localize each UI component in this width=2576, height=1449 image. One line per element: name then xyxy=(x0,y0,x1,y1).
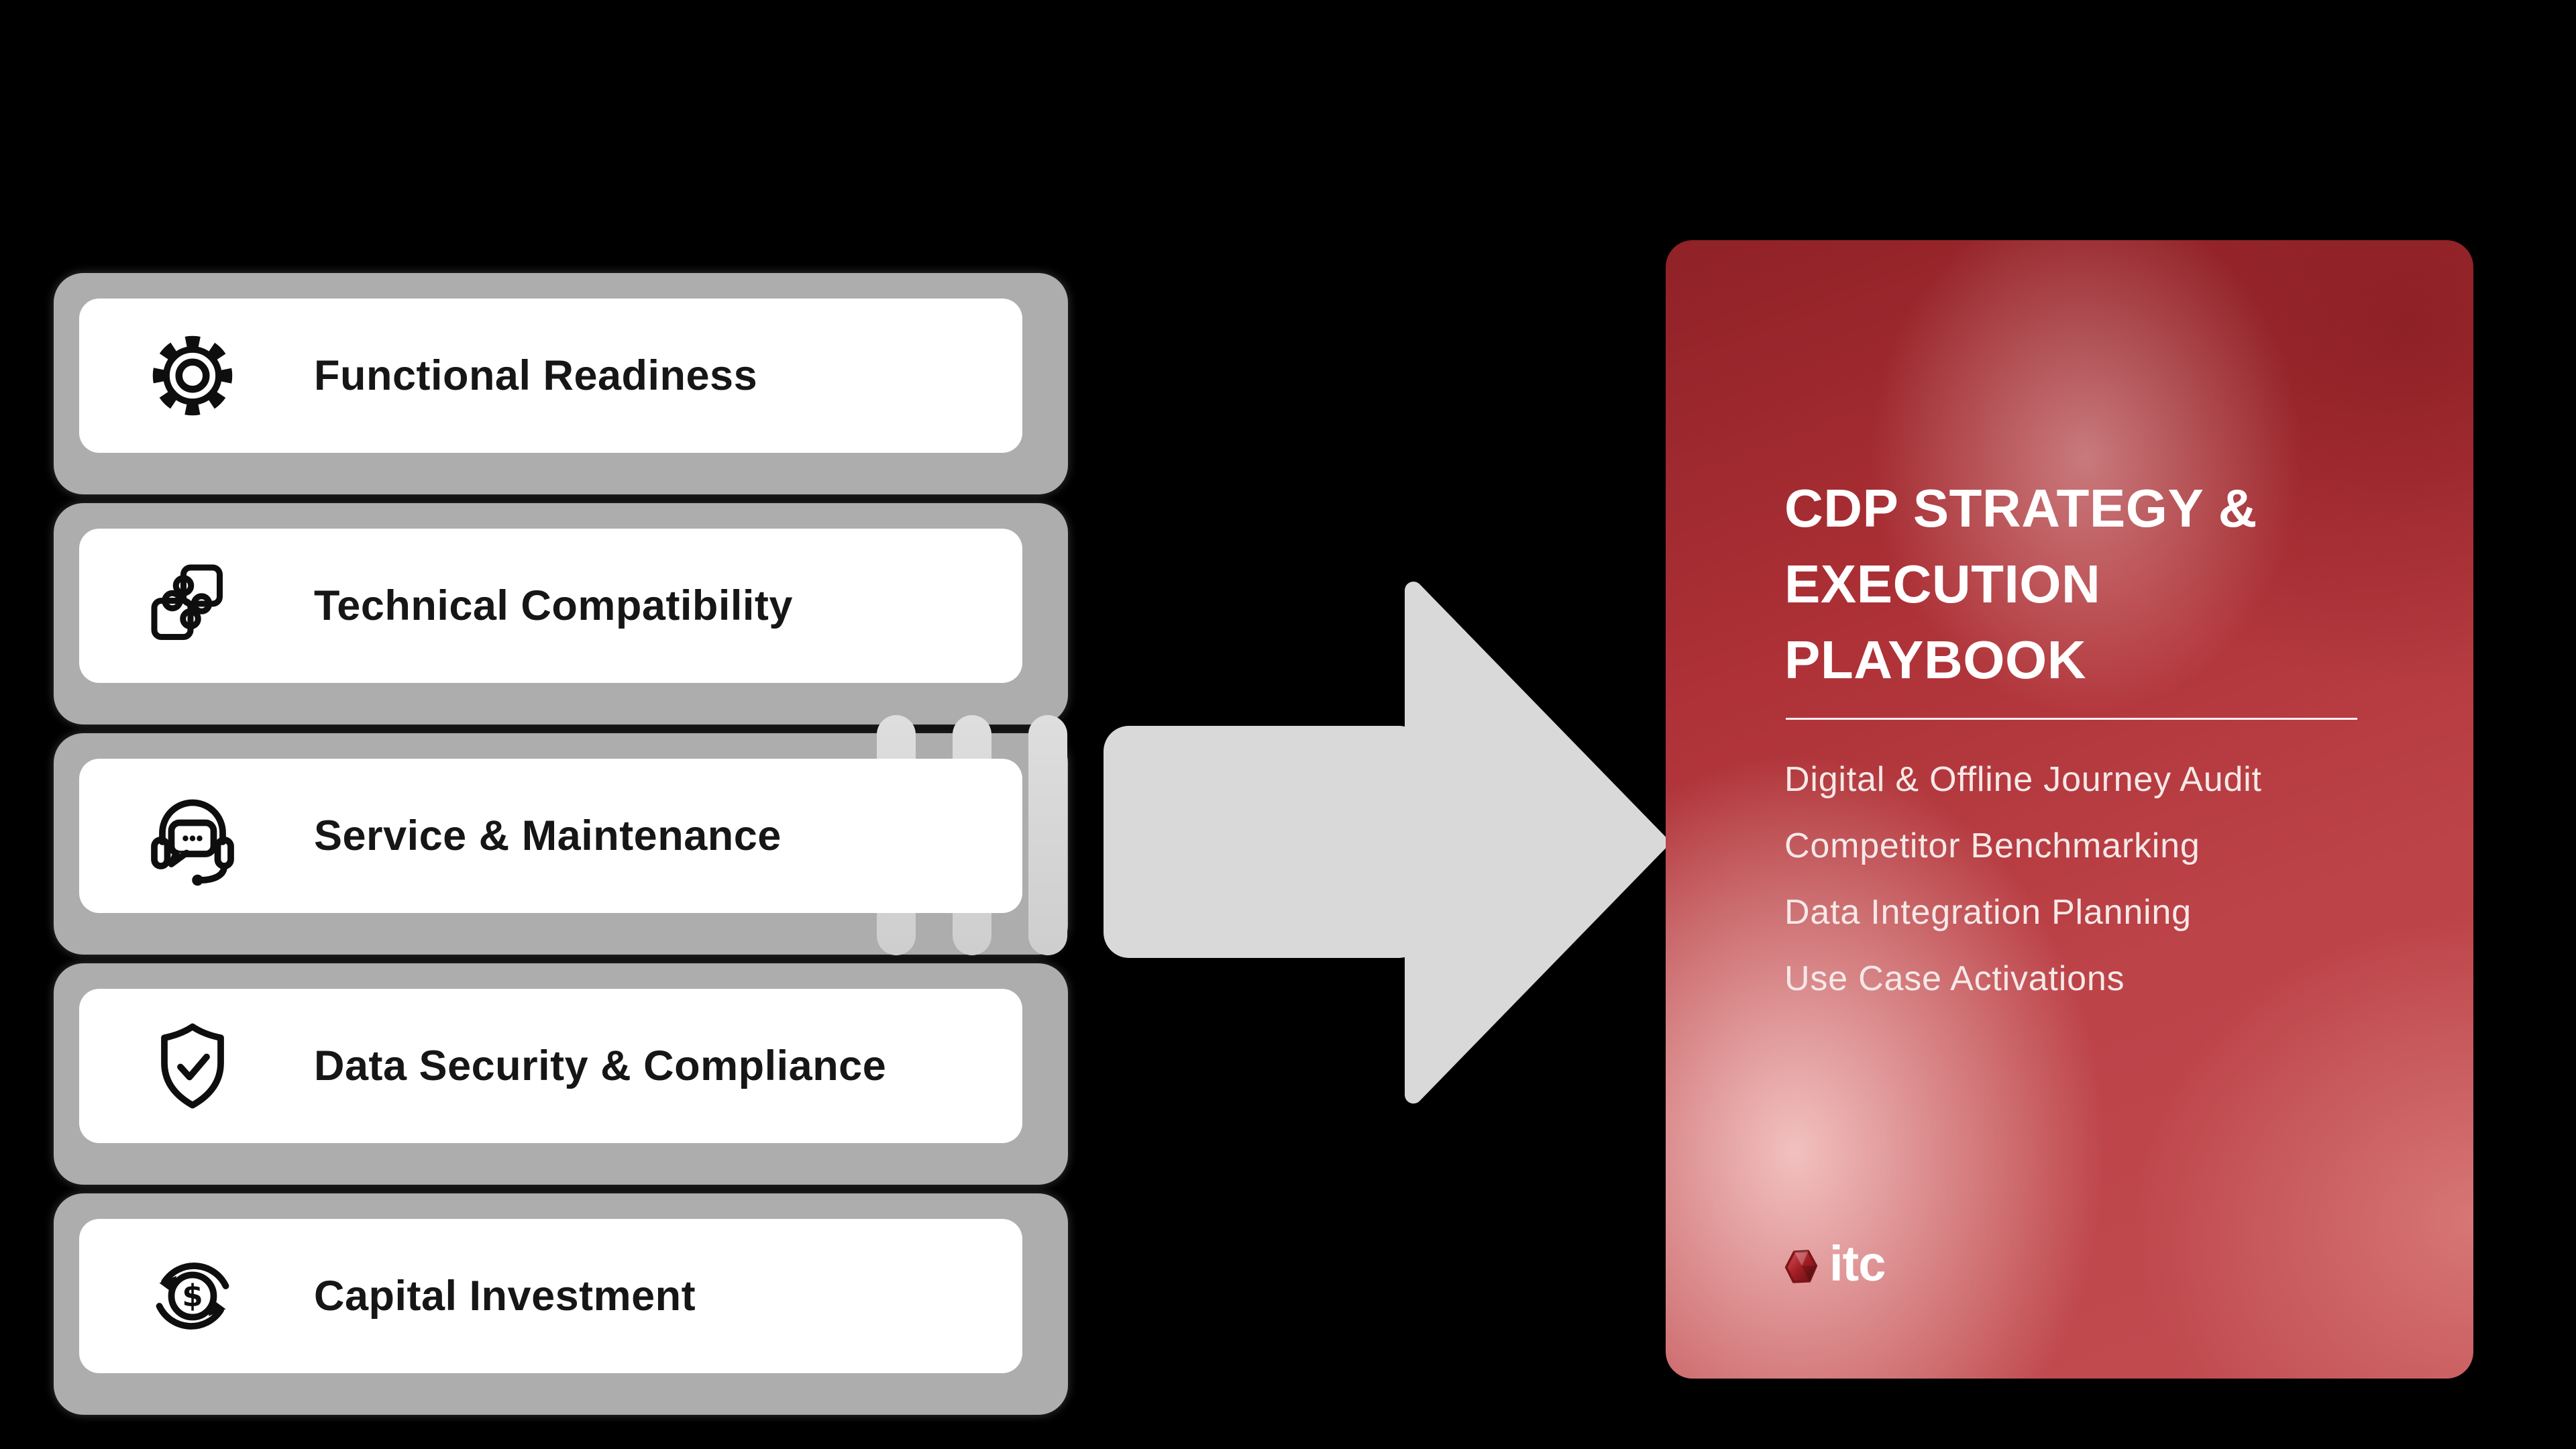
assessment-card: Functional Readiness xyxy=(79,299,1022,453)
title-divider xyxy=(1786,718,2357,720)
puzzle-icon xyxy=(142,555,243,656)
assessment-label: Service & Maintenance xyxy=(314,812,782,859)
assessment-card: Service & Maintenance xyxy=(79,759,1022,913)
playbook-item: Data Integration Planning xyxy=(1784,893,2192,932)
assessment-card: $ Capital Investment xyxy=(79,1219,1022,1373)
assessment-label: Capital Investment xyxy=(314,1273,696,1320)
assessment-row-data-security-compliance: Data Security & Compliance xyxy=(54,963,1068,1185)
assessment-row-service-maintenance: Service & Maintenance xyxy=(54,733,1068,955)
svg-text:$: $ xyxy=(182,1278,203,1313)
right-arrow-icon xyxy=(1104,582,1668,1104)
playbook-item: Competitor Benchmarking xyxy=(1784,826,2200,865)
dollar-cycle-icon: $ xyxy=(142,1246,243,1346)
brand-name: itc xyxy=(1829,1236,1886,1291)
assessment-card: Data Security & Compliance xyxy=(79,989,1022,1143)
itc-gem-icon xyxy=(1784,1250,1818,1283)
playbook-title-line: CDP STRATEGY & xyxy=(1784,478,2257,538)
headset-icon xyxy=(142,786,243,886)
motion-pill xyxy=(1028,715,1067,955)
assessment-row-technical-compatibility: Technical Compatibility xyxy=(54,503,1068,724)
playbook-title: CDP STRATEGY & EXECUTION PLAYBOOK xyxy=(1784,470,2321,698)
assessment-card: Technical Compatibility xyxy=(79,529,1022,683)
assessment-row-functional-readiness: Functional Readiness xyxy=(54,273,1068,494)
playbook-item: Use Case Activations xyxy=(1784,959,2125,998)
assessment-label: Data Security & Compliance xyxy=(314,1042,887,1089)
assessment-label: Technical Compatibility xyxy=(314,582,793,629)
playbook-card: CDP STRATEGY & EXECUTION PLAYBOOK Digita… xyxy=(1666,240,2473,1379)
assessment-label: Functional Readiness xyxy=(314,352,758,399)
assessment-row-capital-investment: $ Capital Investment xyxy=(54,1193,1068,1415)
shield-check-icon xyxy=(142,1016,243,1116)
playbook-title-line: EXECUTION xyxy=(1784,554,2101,614)
playbook-title-line: PLAYBOOK xyxy=(1784,630,2087,690)
gear-icon xyxy=(142,325,243,426)
playbook-item: Digital & Offline Journey Audit xyxy=(1784,760,2262,799)
brand-lockup: itc xyxy=(1784,1236,1886,1291)
playbook-item-list: Digital & Offline Journey Audit Competit… xyxy=(1784,747,2262,1012)
